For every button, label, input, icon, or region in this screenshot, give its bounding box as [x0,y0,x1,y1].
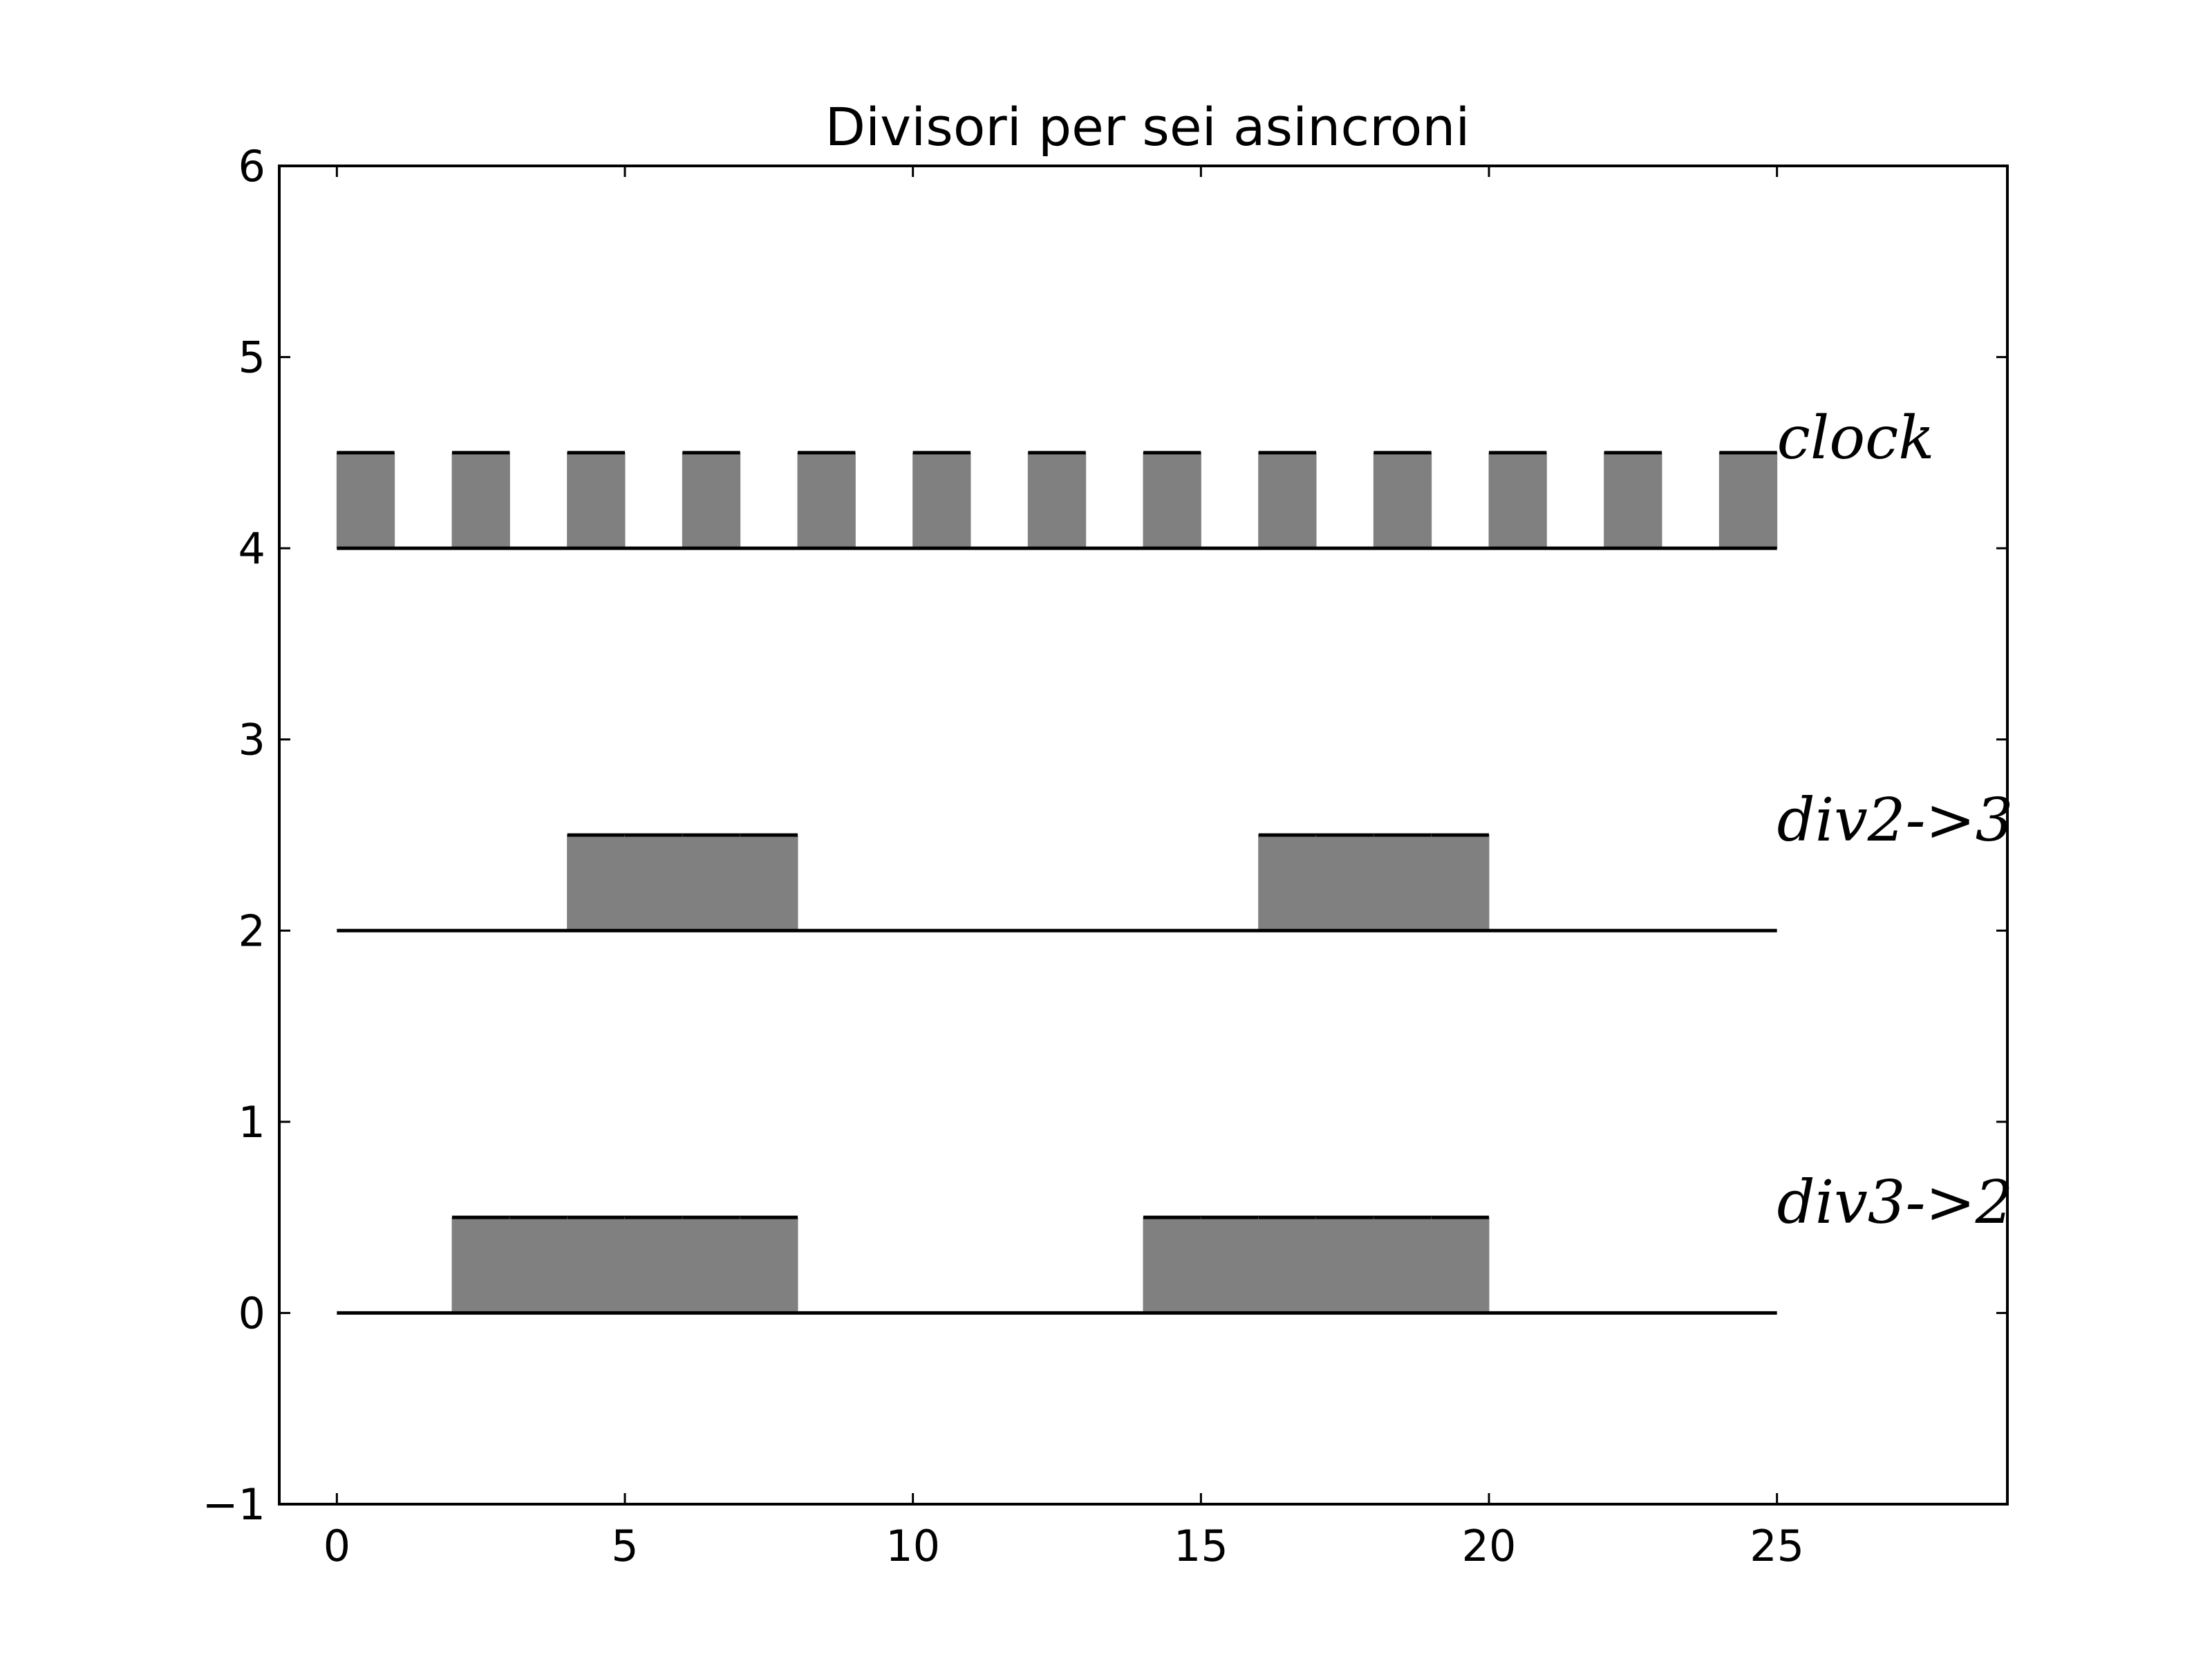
y-tick-label: 2 [238,906,265,956]
pulse-bar [1373,834,1432,931]
pulse-bar [682,452,741,549]
pulse-bar [1488,452,1547,549]
chart-title: Divisori per sei asincroni [825,96,1470,158]
pulse-bar [1718,452,1778,549]
plot-marks: clock div2->3 div3->2 [336,404,2014,1315]
pulse-bar [1315,834,1374,931]
pulse-bar [682,834,741,931]
y-tick-label: 3 [238,715,265,765]
pulse-bar [1027,452,1087,549]
pulse-bar [682,1217,741,1313]
pulse-bar [509,1217,568,1313]
pulse-bar [797,452,856,549]
pulse-bar [1373,452,1432,549]
pulse-bar [1604,452,1662,549]
y-tick-label: −1 [203,1479,265,1530]
pulse-bar [1373,1217,1432,1313]
pulse-bar [451,1217,510,1313]
axis-ticks: 0 5 10 15 20 25 −1 0 1 2 3 4 5 6 [203,141,2007,1571]
pulse-bar [1258,452,1317,549]
signal-div3->2: div3->2 [337,1168,2014,1315]
x-tick-label: 0 [324,1521,350,1571]
x-tick-label: 5 [611,1521,638,1571]
pulse-bar [451,452,510,549]
x-tick-label: 25 [1750,1521,1804,1571]
y-tick-label: 6 [238,141,265,191]
x-tick-label: 15 [1174,1521,1228,1571]
y-tick-label: 0 [238,1288,265,1338]
pulse-bar [1143,1217,1201,1313]
plot-frame [278,165,2009,1506]
pulse-bar [912,452,971,549]
pulse-bar [1258,834,1317,931]
pulse-bar [567,1217,626,1313]
signal-clock: clock [336,404,1935,550]
y-tick-label: 4 [238,523,265,574]
pulse-bar [1258,1217,1317,1313]
pulse-bar [624,1217,683,1313]
y-tick-label: 5 [238,332,265,383]
pulse-bar [1315,1217,1374,1313]
pulse-bar [1143,452,1201,549]
x-tick-label: 10 [885,1521,940,1571]
pulse-bar [1431,834,1490,931]
pulse-bar [567,452,626,549]
pulse-bar [336,452,395,549]
signal-label: clock [1777,404,1935,473]
signal-div2->3: div2->3 [337,786,2014,932]
pulse-bar [1200,1217,1259,1313]
pulse-bar [567,834,626,931]
signal-label: div3->2 [1777,1168,2014,1237]
x-tick-label: 20 [1462,1521,1517,1571]
pulse-bar [740,834,798,931]
y-tick-label: 1 [238,1097,265,1147]
pulse-bar [624,834,683,931]
pulse-bar [1431,1217,1490,1313]
signal-label: div2->3 [1777,786,2014,855]
pulse-bar [740,1217,798,1313]
